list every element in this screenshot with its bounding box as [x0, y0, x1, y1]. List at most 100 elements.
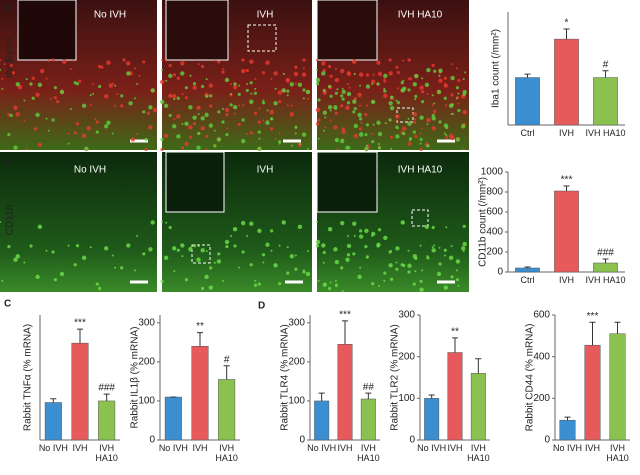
cell [78, 79, 82, 83]
cell [111, 254, 114, 257]
cell [419, 142, 422, 145]
cell [333, 247, 338, 252]
cell [205, 134, 209, 138]
cell [286, 94, 289, 97]
error-bar [563, 28, 570, 40]
cell [89, 246, 92, 249]
cell [414, 134, 418, 138]
cell [371, 231, 376, 237]
cell [450, 63, 453, 66]
cell [31, 76, 35, 80]
image-label: IVH [257, 165, 274, 176]
roi [191, 244, 211, 264]
cell [208, 285, 213, 290]
bar [515, 77, 540, 126]
x-tick-label-box: No IVH [307, 443, 336, 453]
cell [455, 67, 458, 70]
cell [278, 140, 282, 144]
cell [334, 137, 340, 143]
cell [371, 282, 375, 286]
cell [3, 63, 6, 66]
cell [317, 107, 320, 110]
cell [237, 122, 241, 126]
cell [402, 263, 406, 268]
significance: *** [74, 318, 86, 329]
cell [424, 82, 430, 88]
cell [452, 112, 455, 115]
cell [322, 129, 325, 132]
image-label: IVH HA10 [398, 10, 443, 21]
cell [436, 271, 442, 277]
cell [277, 90, 282, 95]
cell [294, 132, 297, 135]
cell [249, 263, 253, 267]
cell [265, 120, 270, 125]
cell [13, 105, 18, 110]
cell [305, 89, 311, 95]
cell [400, 81, 404, 85]
x-tick-label-box: IVH [447, 443, 462, 453]
x-tick-label: No IVH [552, 443, 582, 453]
cell [95, 282, 99, 286]
cell [258, 137, 261, 140]
cell [286, 246, 289, 249]
cell [281, 88, 286, 93]
cell [297, 82, 303, 88]
cell [334, 280, 337, 283]
x-tick-label: IVH [584, 443, 600, 453]
error-bar [428, 394, 435, 399]
bar [593, 77, 618, 126]
cell [249, 59, 254, 64]
cell [412, 120, 416, 124]
cell [412, 82, 417, 87]
cell [23, 99, 26, 102]
cell [341, 87, 344, 90]
cell [365, 84, 371, 89]
cell [92, 83, 94, 85]
cell [47, 129, 50, 132]
cell [329, 119, 332, 122]
cell [412, 282, 416, 286]
cell [426, 93, 429, 96]
cell [180, 146, 185, 150]
cell [176, 96, 180, 100]
cell [377, 131, 383, 137]
cell [408, 137, 413, 141]
cell [161, 221, 163, 223]
cell [201, 84, 205, 89]
cell [461, 124, 466, 129]
cell [53, 86, 58, 90]
cell [341, 97, 345, 101]
cell [315, 244, 320, 248]
x-tick-label-box: Ctrl [521, 128, 535, 138]
x-tick-label: IVH HA10 [357, 443, 380, 463]
error-bar [524, 73, 531, 78]
y-tick-label: 0 [497, 267, 503, 278]
cell [352, 221, 357, 226]
cell [357, 92, 362, 98]
error-bar [77, 328, 83, 344]
cell [197, 113, 200, 116]
cell [464, 111, 467, 114]
cell [383, 79, 387, 83]
y-tick-label: 400 [486, 227, 503, 238]
cell [213, 59, 216, 62]
cell [192, 122, 197, 126]
cell [120, 94, 124, 98]
cell [353, 234, 356, 237]
x-tick-label: Ctrl [520, 275, 535, 285]
cell [383, 271, 387, 275]
cell [188, 125, 193, 130]
bar [191, 346, 209, 441]
cell [217, 60, 221, 64]
cell [204, 112, 209, 118]
cell [419, 279, 423, 284]
cell [352, 99, 357, 104]
cell [329, 94, 333, 98]
cell [389, 105, 395, 111]
cell [192, 82, 197, 86]
cell [426, 123, 429, 126]
cell [431, 246, 434, 249]
cell [384, 122, 387, 125]
